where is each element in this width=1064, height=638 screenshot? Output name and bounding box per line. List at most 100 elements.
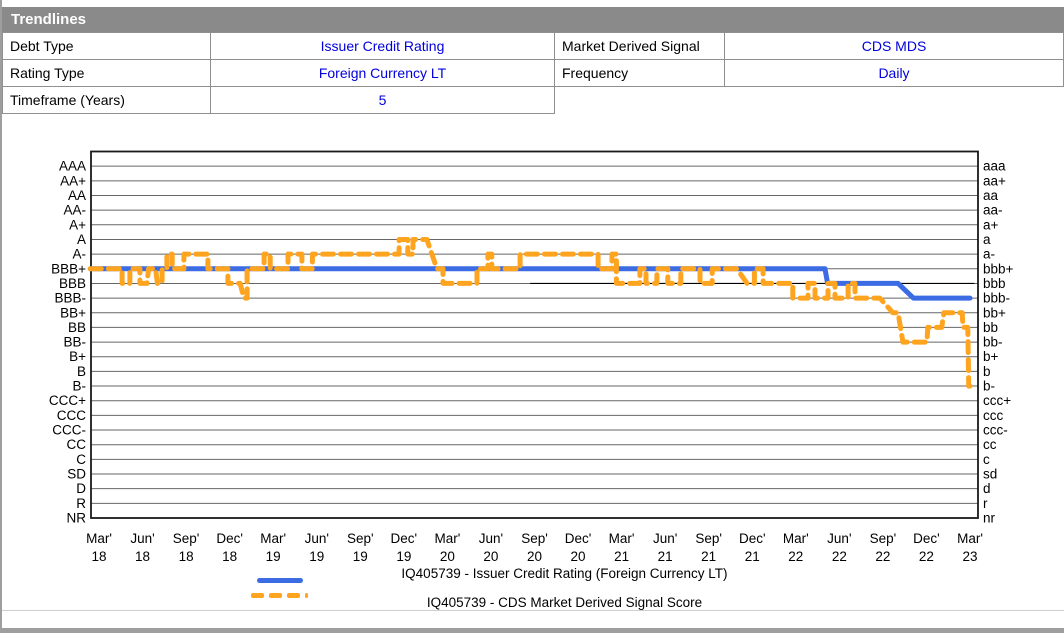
svg-text:AA-: AA- xyxy=(63,203,86,218)
legend-solid-line-swatch xyxy=(257,578,303,583)
svg-text:Sep': Sep' xyxy=(870,531,897,546)
svg-text:AA+: AA+ xyxy=(60,173,86,188)
svg-text:Mar': Mar' xyxy=(609,531,635,546)
svg-text:c: c xyxy=(983,452,990,467)
svg-text:ccc: ccc xyxy=(983,408,1004,423)
svg-text:CCC: CCC xyxy=(57,408,86,423)
svg-text:BBB: BBB xyxy=(59,276,86,291)
field-label-market-derived-signal: Market Derived Signal xyxy=(554,32,725,60)
svg-text:aa-: aa- xyxy=(983,203,1003,218)
svg-text:21: 21 xyxy=(658,549,673,564)
svg-text:BBB-: BBB- xyxy=(54,291,86,306)
svg-text:B: B xyxy=(77,364,86,379)
field-label-rating-type: Rating Type xyxy=(2,59,211,87)
svg-text:bb+: bb+ xyxy=(983,305,1006,320)
svg-text:19: 19 xyxy=(353,549,368,564)
svg-text:22: 22 xyxy=(919,549,934,564)
svg-text:C: C xyxy=(76,452,86,467)
svg-text:b: b xyxy=(983,364,991,379)
svg-text:22: 22 xyxy=(875,549,890,564)
svg-text:20: 20 xyxy=(483,549,498,564)
field-label-timeframe: Timeframe (Years) xyxy=(2,86,211,114)
field-value-frequency[interactable]: Daily xyxy=(724,59,1064,87)
svg-text:Dec': Dec' xyxy=(913,531,940,546)
svg-text:a-: a- xyxy=(983,247,995,262)
svg-text:Mar': Mar' xyxy=(434,531,460,546)
svg-text:Jun': Jun' xyxy=(130,531,154,546)
legend-dashed-line-swatch xyxy=(251,593,311,598)
svg-text:SD: SD xyxy=(67,467,86,482)
svg-text:sd: sd xyxy=(983,467,997,482)
svg-text:ccc-: ccc- xyxy=(983,423,1008,438)
svg-text:a+: a+ xyxy=(983,217,999,232)
svg-text:Jun': Jun' xyxy=(653,531,677,546)
svg-text:bbb-: bbb- xyxy=(983,291,1010,306)
legend-label-cds-mds-score: IQ405739 - CDS Market Derived Signal Sco… xyxy=(426,595,703,610)
svg-text:AAA: AAA xyxy=(59,159,86,174)
svg-text:CC: CC xyxy=(67,437,87,452)
svg-text:Sep': Sep' xyxy=(521,531,548,546)
svg-text:a: a xyxy=(983,232,991,247)
svg-text:21: 21 xyxy=(701,549,716,564)
svg-text:bb: bb xyxy=(983,320,998,335)
svg-text:18: 18 xyxy=(91,549,106,564)
svg-text:NR: NR xyxy=(67,511,87,526)
svg-text:22: 22 xyxy=(832,549,847,564)
svg-text:Dec': Dec' xyxy=(565,531,592,546)
svg-text:Jun': Jun' xyxy=(305,531,329,546)
svg-text:b+: b+ xyxy=(983,349,999,364)
svg-text:bbb: bbb xyxy=(983,276,1006,291)
svg-text:BB: BB xyxy=(68,320,86,335)
svg-text:20: 20 xyxy=(440,549,455,564)
field-value-timeframe[interactable]: 5 xyxy=(210,86,555,114)
svg-text:ccc+: ccc+ xyxy=(983,393,1011,408)
svg-text:18: 18 xyxy=(135,549,150,564)
svg-text:Dec': Dec' xyxy=(216,531,243,546)
field-value-debt-type[interactable]: Issuer Credit Rating xyxy=(210,32,555,60)
svg-text:B-: B- xyxy=(73,379,87,394)
svg-text:20: 20 xyxy=(527,549,542,564)
svg-text:Mar': Mar' xyxy=(86,531,112,546)
panel-title: Trendlines xyxy=(2,7,1064,32)
svg-text:21: 21 xyxy=(614,549,629,564)
svg-text:Mar': Mar' xyxy=(783,531,809,546)
svg-text:Jun': Jun' xyxy=(479,531,503,546)
svg-text:r: r xyxy=(983,496,988,511)
field-value-market-derived-signal[interactable]: CDS MDS xyxy=(724,32,1064,60)
svg-text:A-: A- xyxy=(73,247,87,262)
svg-text:Sep': Sep' xyxy=(347,531,374,546)
svg-text:Dec': Dec' xyxy=(739,531,766,546)
svg-text:Mar': Mar' xyxy=(957,531,983,546)
svg-text:aaa: aaa xyxy=(983,159,1006,174)
svg-text:Sep': Sep' xyxy=(695,531,722,546)
divider-line xyxy=(2,610,1064,611)
svg-text:19: 19 xyxy=(396,549,411,564)
svg-text:B+: B+ xyxy=(69,349,86,364)
svg-text:b-: b- xyxy=(983,379,995,394)
svg-text:20: 20 xyxy=(571,549,586,564)
svg-text:18: 18 xyxy=(222,549,237,564)
svg-text:bbb+: bbb+ xyxy=(983,261,1014,276)
svg-text:23: 23 xyxy=(962,549,977,564)
svg-text:CCC-: CCC- xyxy=(52,423,86,438)
svg-text:BB+: BB+ xyxy=(60,305,86,320)
svg-text:CCC+: CCC+ xyxy=(49,393,86,408)
svg-text:A+: A+ xyxy=(69,217,86,232)
svg-text:Mar': Mar' xyxy=(260,531,286,546)
field-value-rating-type[interactable]: Foreign Currency LT xyxy=(210,59,555,87)
svg-text:Sep': Sep' xyxy=(173,531,200,546)
legend-label-issuer-credit-rating: IQ405739 - Issuer Credit Rating (Foreign… xyxy=(401,566,728,581)
svg-text:aa: aa xyxy=(983,188,999,203)
svg-text:Dec': Dec' xyxy=(391,531,418,546)
svg-text:22: 22 xyxy=(788,549,803,564)
svg-text:d: d xyxy=(983,481,991,496)
svg-text:cc: cc xyxy=(983,437,997,452)
svg-text:aa+: aa+ xyxy=(983,173,1006,188)
svg-text:19: 19 xyxy=(309,549,324,564)
svg-text:18: 18 xyxy=(179,549,194,564)
svg-text:AA: AA xyxy=(68,188,86,203)
svg-text:D: D xyxy=(76,481,86,496)
svg-text:nr: nr xyxy=(983,511,996,526)
svg-text:A: A xyxy=(77,232,86,247)
